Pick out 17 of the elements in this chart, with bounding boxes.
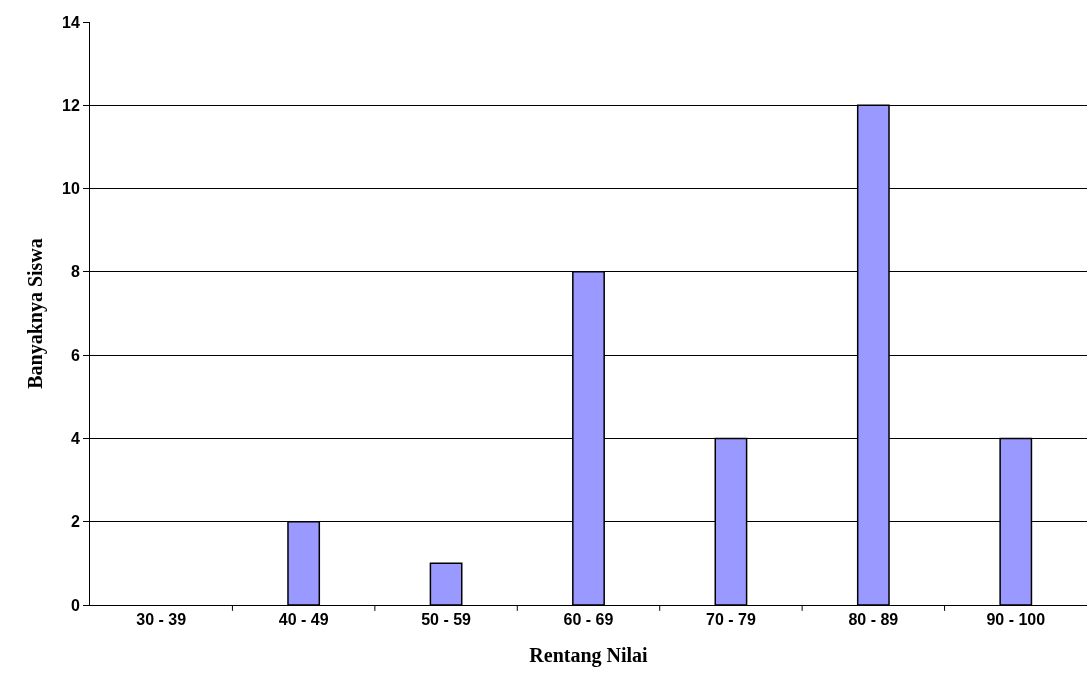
y-tick-label: 0	[70, 596, 80, 614]
y-tick-label: 14	[62, 13, 80, 31]
y-tick-label: 4	[70, 430, 80, 448]
x-axis-title: Rentang Nilai	[529, 643, 649, 667]
y-tick-label: 6	[70, 346, 80, 364]
y-tick-label: 10	[62, 180, 80, 198]
x-tick-label: 60 - 69	[563, 611, 614, 629]
y-tick-label: 12	[62, 96, 80, 114]
y-axis-title: Banyaknya Siswa	[23, 238, 47, 389]
x-tick-label: 50 - 59	[421, 611, 472, 629]
x-tick-label: 70 - 79	[706, 611, 756, 629]
y-tick-label: 8	[70, 263, 80, 281]
x-tick-label: 30 - 39	[136, 611, 187, 629]
x-tick-label: 80 - 89	[848, 611, 899, 629]
x-tick-label: 40 - 49	[278, 611, 329, 629]
x-tick-label: 90 - 100	[986, 611, 1046, 629]
y-tick-label: 2	[70, 513, 80, 531]
